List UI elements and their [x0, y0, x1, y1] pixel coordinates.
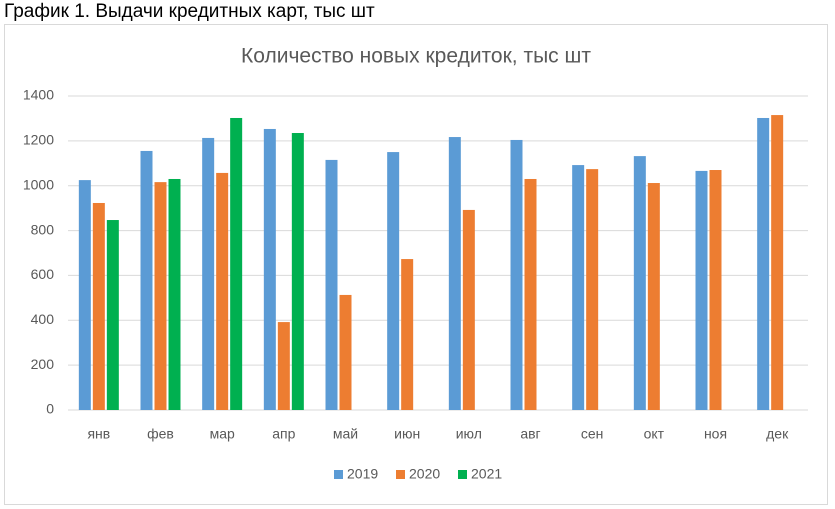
bar [448, 137, 461, 410]
bar [230, 117, 243, 410]
x-tick-label: окт [644, 426, 665, 442]
chart-title: Количество новых кредиток, тыс шт [241, 45, 591, 68]
y-tick-label: 1200 [23, 132, 54, 148]
x-tick-label: май [333, 426, 358, 442]
legend-swatch [334, 470, 343, 479]
bar [586, 169, 599, 410]
legend-swatch [458, 470, 467, 479]
bar [709, 170, 722, 410]
bar [202, 137, 215, 411]
x-tick-label: апр [272, 426, 295, 442]
x-tick-label: июн [394, 426, 420, 442]
bar [92, 202, 105, 410]
bar [510, 139, 523, 410]
y-tick-label: 0 [46, 401, 54, 417]
bar [154, 182, 167, 410]
bar [524, 178, 537, 410]
x-tick-label: авг [520, 426, 540, 442]
bar [325, 159, 338, 410]
bar [401, 259, 414, 410]
y-tick-label: 200 [31, 356, 55, 372]
bar [140, 150, 153, 410]
y-tick-label: 400 [31, 311, 55, 327]
bar [168, 178, 181, 410]
y-tick-label: 1000 [23, 176, 54, 192]
legend-label: 2021 [471, 466, 502, 482]
x-tick-label: дек [766, 426, 789, 442]
legend-label: 2019 [347, 466, 378, 482]
bar [277, 322, 290, 410]
bar [387, 152, 400, 411]
bar [291, 133, 304, 410]
legend-swatch [396, 470, 405, 479]
bar [633, 156, 646, 410]
bar [263, 128, 276, 410]
bar [572, 165, 585, 410]
y-tick-label: 600 [31, 266, 55, 282]
y-tick-label: 800 [31, 221, 55, 237]
bar [78, 180, 91, 410]
bar [216, 172, 229, 410]
bar [695, 170, 708, 410]
x-tick-label: фев [147, 426, 174, 442]
x-tick-label: сен [581, 426, 604, 442]
heading: График 1. Выдачи кредитных карт, тыс шт [4, 1, 375, 22]
bar [647, 183, 660, 410]
x-tick-label: мар [210, 426, 235, 442]
legend-label: 2020 [409, 466, 440, 482]
bar [106, 220, 119, 410]
bar [771, 115, 784, 411]
y-tick-label: 1400 [23, 87, 54, 103]
x-tick-label: июл [456, 426, 482, 442]
bar [757, 117, 770, 410]
x-tick-label: янв [87, 426, 110, 442]
bar [339, 294, 352, 410]
x-tick-label: ноя [704, 426, 727, 442]
bar [462, 209, 475, 410]
